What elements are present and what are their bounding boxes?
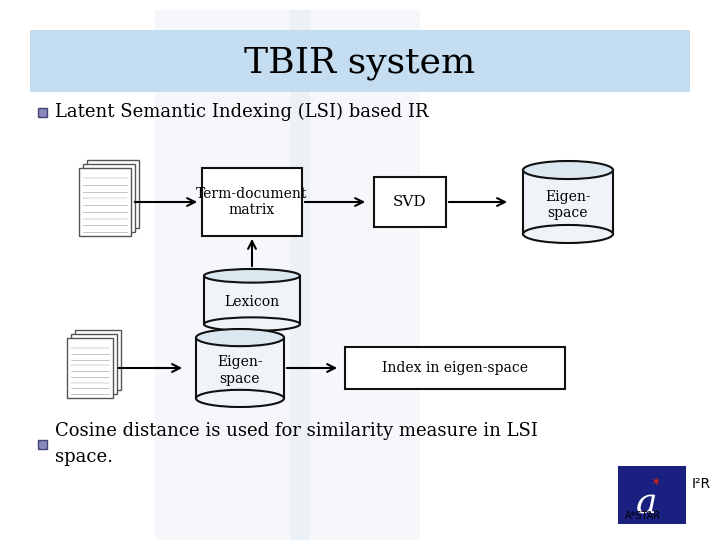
Text: SVD: SVD — [393, 195, 427, 209]
Text: TBIR system: TBIR system — [244, 46, 476, 80]
Text: I²R: I²R — [692, 477, 711, 491]
Bar — [196, 338, 284, 399]
Text: Cosine distance is used for similarity measure in LSI
space.: Cosine distance is used for similarity m… — [55, 422, 538, 465]
Bar — [87, 160, 139, 228]
Bar — [38, 107, 47, 117]
Text: Lexicon: Lexicon — [225, 295, 279, 309]
Ellipse shape — [196, 329, 284, 346]
Bar — [618, 466, 686, 524]
Bar — [83, 164, 135, 232]
Ellipse shape — [196, 390, 284, 407]
Bar — [71, 334, 117, 394]
Bar — [345, 347, 565, 389]
Bar — [75, 330, 121, 390]
Text: Index in eigen-space: Index in eigen-space — [382, 361, 528, 375]
Bar — [374, 177, 446, 227]
Ellipse shape — [523, 225, 613, 243]
Bar — [30, 30, 690, 92]
Bar — [79, 168, 131, 236]
Ellipse shape — [204, 269, 300, 282]
Text: Eigen-
space: Eigen- space — [545, 190, 591, 220]
Text: ✶: ✶ — [651, 476, 662, 489]
Bar — [202, 168, 302, 236]
Bar — [204, 276, 300, 324]
Text: Eigen-
space: Eigen- space — [217, 355, 263, 386]
Bar — [523, 170, 613, 234]
Polygon shape — [290, 10, 420, 540]
Text: Term-document
matrix: Term-document matrix — [197, 187, 307, 217]
Ellipse shape — [204, 318, 300, 331]
Polygon shape — [155, 10, 310, 540]
Text: Latent Semantic Indexing (LSI) based IR: Latent Semantic Indexing (LSI) based IR — [55, 103, 428, 121]
Text: A*STAR: A*STAR — [625, 511, 661, 521]
Ellipse shape — [523, 161, 613, 179]
Bar — [38, 440, 47, 449]
Text: a: a — [636, 487, 657, 521]
Bar — [67, 338, 113, 398]
